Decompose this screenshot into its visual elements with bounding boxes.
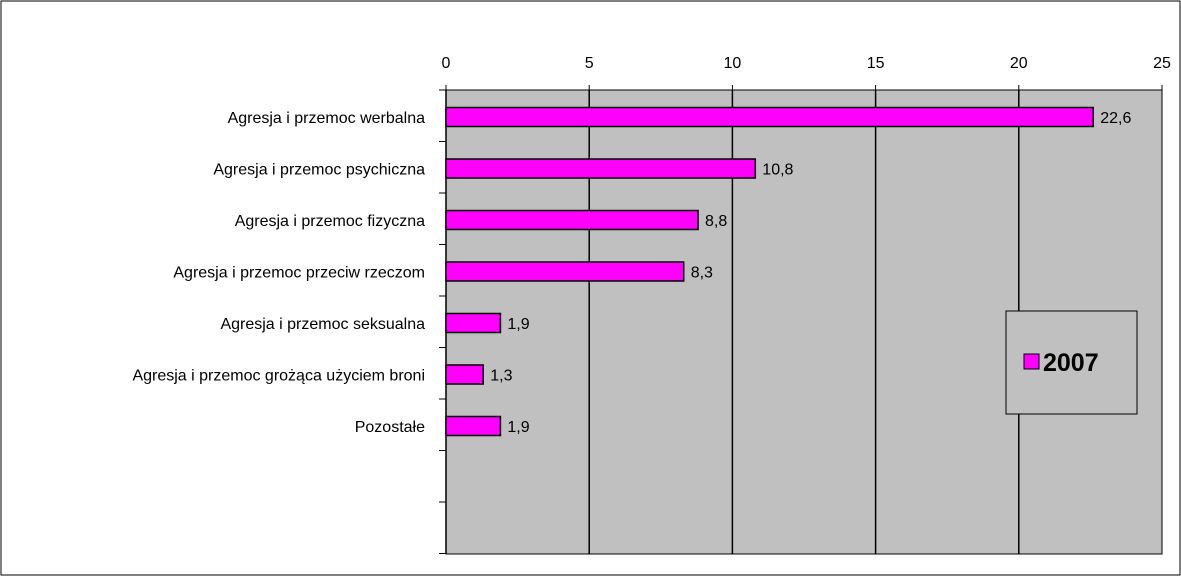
labels: Agresja i przemoc werbalna 22,6 Agresja i …	[132, 110, 1131, 436]
bar	[445, 261, 685, 282]
legend-swatch	[1023, 353, 1040, 370]
data-label: 8,8	[705, 213, 727, 230]
x-tick-label: 15	[867, 55, 885, 72]
bar	[445, 364, 484, 385]
category-label: Agresja i przemoc psychiczna	[213, 162, 425, 179]
data-label: 8,3	[691, 265, 713, 282]
data-label: 10,8	[762, 162, 793, 179]
legend: 2007	[1005, 310, 1138, 415]
x-tick-label: 20	[1010, 55, 1028, 72]
bar	[445, 415, 502, 437]
data-label: 1,3	[490, 368, 512, 385]
data-label: 1,9	[507, 316, 529, 333]
category-label: Agresja i przemoc werbalna	[228, 110, 426, 127]
category-label: Agresja i przemoc fizyczna	[235, 213, 425, 230]
bars	[445, 106, 1095, 437]
x-tick-label: 5	[585, 55, 594, 72]
data-label: 22,6	[1100, 110, 1131, 127]
bar	[445, 209, 699, 231]
bar	[445, 106, 1095, 128]
legend-label: 2007	[1043, 349, 1099, 377]
bar	[445, 158, 757, 179]
x-tick-label: 10	[724, 55, 742, 72]
category-label: Agresja i przemoc grożąca użyciem broni	[132, 368, 425, 385]
category-label: Pozostałe	[355, 419, 425, 436]
bar	[445, 312, 502, 334]
x-tick-label: 0	[442, 55, 451, 72]
category-label: Agresja i przemoc przeciw rzeczom	[173, 265, 425, 282]
x-tick-label: 25	[1153, 55, 1171, 72]
category-label: Agresja i przemoc seksualna	[220, 316, 425, 333]
data-label: 1,9	[507, 419, 529, 436]
